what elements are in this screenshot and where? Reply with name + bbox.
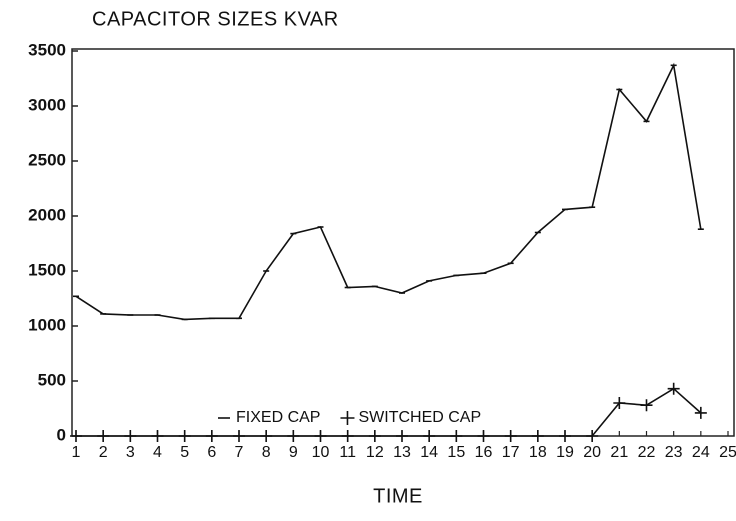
x-tick-label: 9 [289, 444, 298, 461]
point-marker [396, 430, 408, 442]
point-marker [450, 430, 463, 442]
x-tick-label: 22 [638, 444, 656, 461]
point-marker [423, 430, 436, 442]
point-marker [559, 430, 571, 442]
x-tick-label: 2 [99, 444, 108, 461]
point-marker [314, 430, 327, 442]
x-tick-label: 6 [207, 444, 216, 461]
point-marker [178, 430, 191, 442]
x-tick-label: 10 [312, 444, 330, 461]
x-tick-label: 15 [447, 444, 465, 461]
x-tick-label: 25 [719, 444, 736, 461]
y-tick-label: 1000 [28, 315, 66, 334]
legend-label: FIXED CAP [236, 409, 320, 426]
point-marker [124, 430, 137, 442]
y-tick-label: 2500 [28, 150, 66, 169]
x-tick-label: 24 [692, 444, 710, 461]
x-tick-label: 19 [556, 444, 574, 461]
x-tick-label: 16 [475, 444, 493, 461]
y-tick-label: 500 [38, 370, 66, 389]
point-marker [477, 430, 490, 442]
point-marker [694, 406, 707, 419]
point-marker [287, 430, 300, 442]
x-tick-label: 3 [126, 444, 135, 461]
x-tick-label: 4 [153, 444, 162, 461]
point-marker [260, 430, 273, 442]
point-marker [504, 430, 517, 442]
point-marker [205, 430, 218, 442]
point-marker [70, 430, 82, 442]
x-tick-label: 23 [665, 444, 683, 461]
x-tick-label: 18 [529, 444, 547, 461]
series-line [75, 62, 702, 321]
x-tick-label: 12 [366, 444, 384, 461]
x-tick-label: 17 [502, 444, 520, 461]
y-tick-label: 3000 [28, 95, 66, 114]
point-marker [586, 430, 599, 442]
point-marker [640, 399, 653, 412]
x-tick-label: 7 [235, 444, 244, 461]
x-tick-label: 20 [583, 444, 601, 461]
point-marker [667, 382, 680, 395]
x-tick-label: 13 [393, 444, 411, 461]
chart-title: CAPACITOR SIZES KVAR [92, 8, 339, 30]
y-tick-label: 1500 [28, 260, 66, 279]
point-marker [368, 430, 381, 442]
point-marker [97, 430, 110, 442]
y-tick-label: 0 [57, 425, 66, 444]
x-tick-label: 5 [180, 444, 189, 461]
x-axis-label: TIME [373, 485, 423, 507]
point-marker [531, 430, 544, 442]
legend-marker [340, 411, 355, 425]
y-tick-label: 2000 [28, 205, 66, 224]
y-tick-label: 3500 [28, 40, 66, 59]
x-tick-label: 1 [72, 444, 81, 461]
x-tick-label: 11 [339, 444, 356, 461]
x-tick-label: 8 [262, 444, 271, 461]
point-marker [613, 397, 626, 409]
legend-label: SWITCHED CAP [358, 409, 481, 426]
point-marker [151, 430, 164, 442]
point-marker [341, 430, 354, 442]
x-tick-label: 21 [610, 444, 628, 461]
x-tick-label: 14 [420, 444, 438, 461]
point-marker [233, 430, 245, 442]
